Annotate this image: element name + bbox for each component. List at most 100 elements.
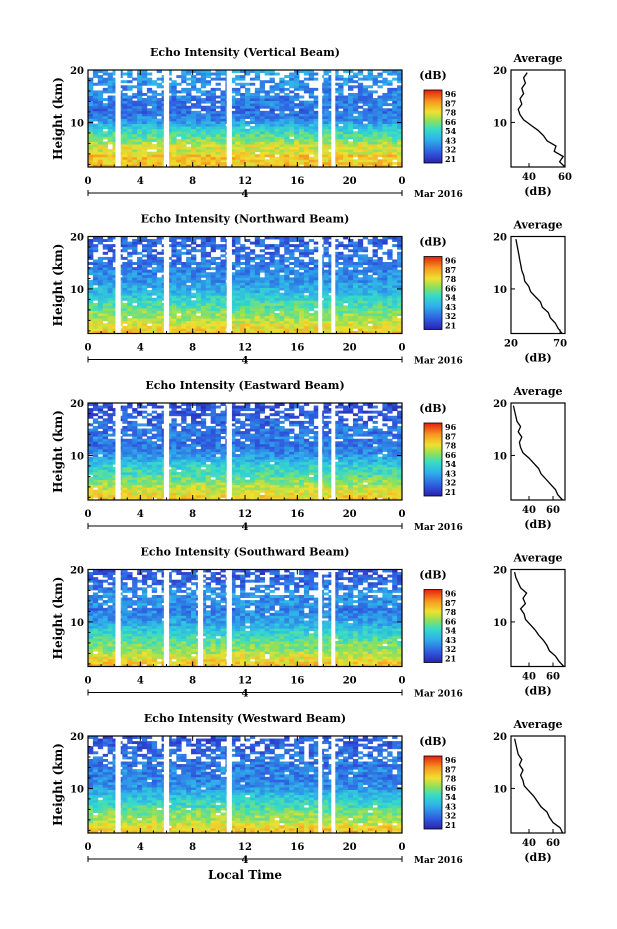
heatmap-cell bbox=[186, 325, 192, 329]
colorbar bbox=[423, 89, 443, 164]
heatmap-cell bbox=[88, 262, 94, 265]
heatmap-cell bbox=[210, 146, 216, 150]
heatmap-cell bbox=[313, 484, 319, 488]
heatmap-cell bbox=[181, 292, 187, 296]
heatmap-cell bbox=[141, 236, 148, 240]
heatmap-cell bbox=[259, 277, 266, 281]
heatmap-cell bbox=[122, 297, 128, 301]
heatmap-cell bbox=[240, 325, 246, 329]
heatmap-cell bbox=[220, 98, 226, 102]
heatmap-cell bbox=[200, 302, 207, 306]
heatmap-cell bbox=[387, 497, 393, 501]
heatmap-cell bbox=[284, 295, 290, 299]
heatmap-cell bbox=[298, 108, 305, 112]
heatmap-cell bbox=[122, 136, 128, 140]
heatmap-cell bbox=[122, 285, 128, 288]
heatmap-cell bbox=[210, 90, 216, 94]
heatmap-cell bbox=[107, 159, 113, 163]
heatmap-cell bbox=[137, 128, 143, 132]
heatmap-cell bbox=[220, 484, 226, 488]
heatmap-cell bbox=[127, 149, 133, 153]
heatmap-cell bbox=[240, 141, 246, 145]
heatmap-cell bbox=[240, 75, 246, 79]
heatmap-cell bbox=[132, 287, 138, 291]
heatmap-cell bbox=[235, 149, 241, 153]
heatmap-cell bbox=[397, 244, 403, 248]
heatmap-cell bbox=[215, 87, 221, 91]
heatmap-cell bbox=[240, 164, 246, 168]
heatmap-cell bbox=[313, 287, 319, 291]
heatmap-cell bbox=[274, 320, 280, 324]
x-tick-label: 0 bbox=[399, 343, 406, 354]
heatmap-cell bbox=[343, 300, 349, 304]
heatmap-cell bbox=[338, 330, 344, 334]
heatmap-cell bbox=[333, 70, 339, 73]
heatmap-cell bbox=[186, 323, 192, 327]
heatmap-cell bbox=[210, 328, 216, 332]
heatmap-cell bbox=[328, 290, 334, 294]
heatmap-cell bbox=[122, 277, 128, 281]
heatmap-cell bbox=[88, 497, 94, 501]
heatmap-cell bbox=[382, 310, 388, 314]
heatmap-cell bbox=[377, 113, 383, 117]
heatmap-cell bbox=[352, 105, 359, 109]
heatmap-cell bbox=[210, 123, 216, 127]
heatmap-cell bbox=[132, 484, 138, 488]
heatmap-cell bbox=[323, 149, 329, 153]
heatmap-cell bbox=[308, 497, 315, 501]
heatmap-cell bbox=[176, 244, 182, 248]
heatmap-cell bbox=[220, 325, 226, 329]
heatmap-cell bbox=[112, 244, 118, 248]
heatmap-cell bbox=[102, 113, 109, 117]
heatmap-cell bbox=[333, 274, 339, 278]
heatmap-cell bbox=[362, 246, 369, 250]
heatmap-cell bbox=[269, 70, 275, 73]
heatmap-cell bbox=[181, 269, 187, 273]
heatmap-cell bbox=[210, 95, 216, 99]
heatmap-cell bbox=[92, 146, 99, 150]
colorbar-tick-label: 21 bbox=[445, 154, 456, 164]
heatmap-cell bbox=[338, 141, 344, 145]
heatmap-cell bbox=[156, 295, 162, 299]
heatmap-cell bbox=[294, 487, 300, 491]
heatmap-cell bbox=[88, 282, 94, 286]
heatmap-cell bbox=[348, 164, 354, 168]
heatmap-cell bbox=[362, 307, 369, 311]
heatmap-cell bbox=[195, 87, 202, 91]
heatmap-cell bbox=[269, 282, 275, 286]
heatmap-cell bbox=[372, 487, 378, 491]
heatmap-cell bbox=[156, 482, 162, 486]
heatmap-cell bbox=[107, 330, 113, 334]
heatmap-cell bbox=[387, 494, 393, 498]
heatmap-cell bbox=[362, 138, 369, 142]
heatmap-cell bbox=[210, 164, 216, 168]
heatmap-cell bbox=[303, 246, 310, 250]
heatmap-cell bbox=[352, 241, 359, 245]
heatmap-cell bbox=[200, 269, 207, 273]
heatmap-cell bbox=[348, 239, 354, 242]
heatmap-cell bbox=[141, 144, 148, 147]
heatmap-cell bbox=[274, 315, 280, 319]
heatmap-cell bbox=[362, 159, 369, 163]
heatmap-cell bbox=[132, 325, 138, 329]
heatmap-cell bbox=[249, 98, 256, 102]
heatmap-cell bbox=[166, 115, 172, 119]
heatmap-cell bbox=[284, 497, 290, 501]
heatmap-cell bbox=[382, 272, 388, 276]
heatmap-cell bbox=[397, 98, 403, 102]
heatmap-cell bbox=[146, 254, 153, 258]
heatmap-cell bbox=[289, 149, 295, 153]
heatmap-cell bbox=[88, 254, 94, 258]
heatmap-cell bbox=[377, 313, 383, 317]
heatmap-cell bbox=[186, 126, 192, 130]
heatmap-cell bbox=[279, 259, 285, 263]
heatmap-cell bbox=[156, 292, 162, 296]
heatmap-cell bbox=[348, 241, 354, 245]
heatmap-cell bbox=[308, 144, 315, 147]
heatmap-cell bbox=[367, 282, 373, 286]
heatmap-cell bbox=[392, 100, 398, 104]
heatmap-cell bbox=[166, 482, 172, 486]
heatmap-cell bbox=[289, 105, 295, 109]
heatmap-cell bbox=[107, 156, 113, 160]
heatmap-cell bbox=[397, 103, 403, 107]
